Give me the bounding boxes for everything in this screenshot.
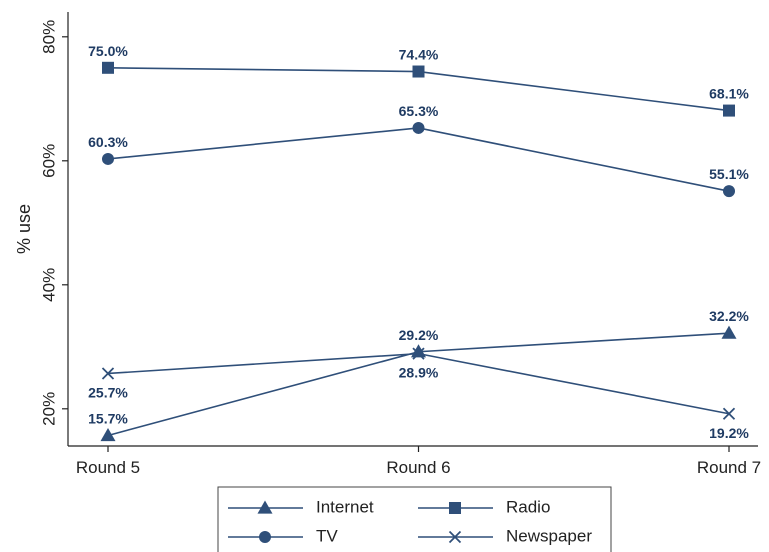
y-tick-label: 60% bbox=[39, 144, 58, 178]
data-label-tv: 60.3% bbox=[88, 134, 128, 150]
series-line-newspaper bbox=[107, 352, 730, 415]
y-tick-label: 20% bbox=[39, 392, 58, 426]
legend-label: Internet bbox=[316, 497, 374, 516]
data-label-internet: 32.2% bbox=[709, 308, 749, 324]
data-label-internet: 15.7% bbox=[88, 410, 128, 426]
legend: Internet Radio TV Newspaper bbox=[217, 486, 612, 552]
legend-item-internet: Internet bbox=[228, 497, 374, 516]
x-tick-label: Round 6 bbox=[386, 458, 450, 477]
legend-box bbox=[217, 486, 612, 552]
data-label-newspaper: 19.2% bbox=[709, 425, 749, 441]
y-tick-label: 40% bbox=[39, 268, 58, 302]
legend-marker bbox=[449, 502, 461, 514]
marker-x-stroke bbox=[101, 367, 115, 380]
data-point-newspaper bbox=[722, 407, 736, 420]
marker-x-stroke bbox=[722, 407, 736, 420]
legend-label: TV bbox=[316, 526, 338, 545]
legend-label: Radio bbox=[506, 497, 550, 516]
series-line-tv bbox=[107, 127, 730, 192]
y-tick-label: 80% bbox=[39, 20, 58, 54]
data-point-tv bbox=[723, 185, 735, 198]
data-point-tv bbox=[102, 152, 114, 165]
data-point-newspaper bbox=[101, 367, 115, 380]
data-point-internet bbox=[721, 325, 737, 339]
legend-label: Newspaper bbox=[506, 526, 592, 545]
x-tick-label: Round 7 bbox=[697, 458, 761, 477]
data-label-internet: 29.2% bbox=[399, 327, 439, 343]
data-point-radio bbox=[412, 65, 425, 78]
axes: 20% 40% 60% 80% % use Round 5 Round 6 Round 7 bbox=[14, 12, 761, 477]
data-point-radio bbox=[102, 61, 114, 74]
data-label-radio: 74.4% bbox=[399, 47, 439, 63]
legend-item-radio: Radio bbox=[418, 497, 550, 516]
legend-marker bbox=[448, 530, 462, 544]
data-label-tv: 55.1% bbox=[709, 166, 749, 182]
legend-marker bbox=[259, 531, 271, 543]
legend-marker bbox=[257, 500, 273, 514]
data-label-radio: 68.1% bbox=[709, 86, 749, 102]
legend-item-tv: TV bbox=[228, 526, 338, 545]
data-label-tv: 65.3% bbox=[399, 103, 439, 119]
data-point-tv bbox=[412, 121, 425, 134]
x-tick-label: Round 5 bbox=[76, 458, 140, 477]
series-layer bbox=[100, 61, 737, 442]
marker-x-stroke bbox=[448, 530, 462, 544]
data-point-internet bbox=[100, 427, 116, 442]
data-label-radio: 75.0% bbox=[88, 43, 128, 59]
data-label-newspaper: 25.7% bbox=[88, 384, 128, 400]
legend-item-newspaper: Newspaper bbox=[418, 526, 592, 545]
data-label-newspaper: 28.9% bbox=[399, 365, 439, 381]
data-point-newspaper bbox=[412, 347, 425, 360]
data-labels: 15.7% 29.2% 32.2% 75.0% 74.4% 68.1% 60.3% 65.3%… bbox=[88, 43, 749, 441]
marker-x-stroke bbox=[412, 347, 425, 360]
data-point-radio bbox=[723, 104, 735, 117]
y-axis-title: % use bbox=[14, 204, 34, 254]
